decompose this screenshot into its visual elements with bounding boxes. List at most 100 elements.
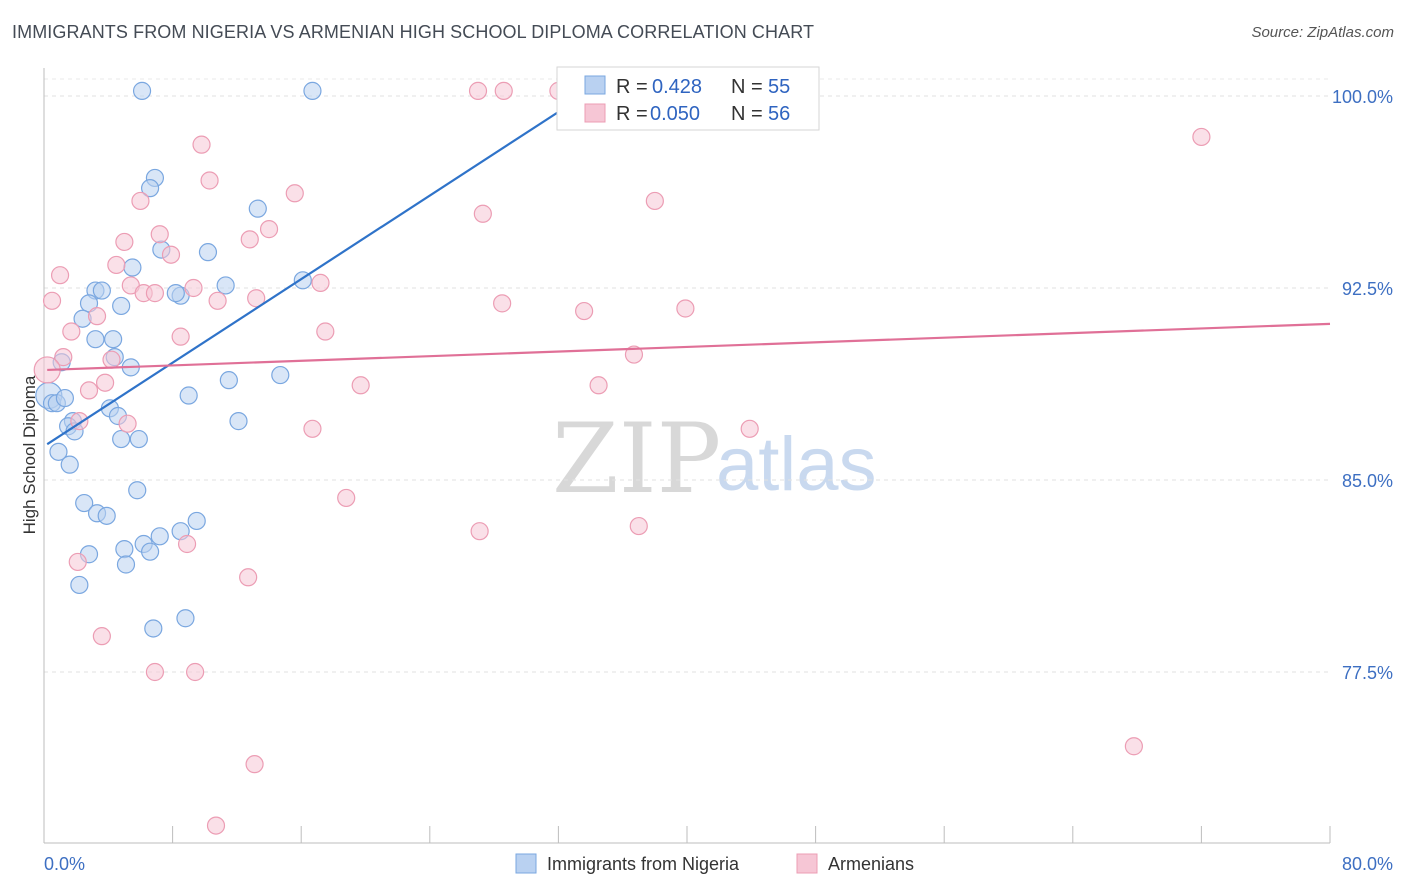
legend-bottom: Immigrants from Nigeria Armenians	[515, 853, 914, 874]
armenians-point-46	[629, 516, 648, 536]
legend-bottom-swatch-armenians	[796, 853, 818, 874]
nigeria-point-43	[97, 506, 116, 525]
nigeria-point-37	[129, 429, 148, 449]
nigeria-point-15	[79, 294, 99, 313]
armenians-point-53	[245, 755, 264, 774]
nigeria-point-4	[140, 179, 160, 198]
armenians-point-52	[186, 662, 205, 682]
legend-n-value-nigeria: 55	[768, 76, 790, 98]
armenians-point-55	[206, 816, 226, 835]
armenians-point-32	[624, 345, 644, 364]
watermark: ZIP atlas	[552, 403, 877, 515]
armenians-point-23	[247, 289, 266, 308]
armenians-point-5	[200, 171, 219, 190]
x-tick-labels: 0.0% 80.0%	[44, 854, 1393, 874]
armenians-point-38	[589, 376, 608, 395]
nigeria-point-12	[216, 276, 235, 295]
y-tick-label-2: 92.5%	[1342, 279, 1393, 299]
nigeria-point-16	[112, 296, 131, 316]
watermark-atlas: atlas	[716, 422, 877, 507]
legend-bottom-label-armenians: Armenians	[828, 854, 914, 874]
nigeria-point-38	[49, 442, 68, 461]
legend-n-label-armenians: N =	[731, 103, 763, 125]
armenians-point-24	[42, 291, 62, 310]
armenians-point-3	[1192, 127, 1211, 147]
nigeria-point-54	[187, 511, 206, 531]
armenians-point-25	[493, 294, 512, 313]
nigeria-point-19	[104, 330, 123, 349]
nigeria-point-11	[92, 281, 111, 300]
armenians-point-0	[468, 81, 488, 100]
legend-top: R = 0.428 N = 55 R = 0.050 N = 56	[556, 66, 820, 131]
axes	[43, 68, 1331, 844]
legend-swatch-armenians	[584, 103, 606, 123]
armenians-point-45	[470, 522, 489, 541]
armenians-point-30	[171, 327, 190, 346]
nigeria-point-25	[179, 386, 198, 405]
nigeria-point-29	[55, 388, 74, 408]
armenians-point-4	[192, 135, 211, 154]
armenians-point-37	[351, 376, 370, 395]
armenians-point-49	[239, 568, 258, 587]
nigeria-point-8	[123, 258, 142, 277]
nigeria-point-45	[150, 527, 169, 546]
armenians-point-54	[1124, 737, 1143, 756]
armenians-point-6	[285, 184, 304, 203]
nigeria-point-14	[166, 284, 185, 303]
nigeria-point-32	[229, 412, 248, 431]
trend-line-nigeria	[46, 79, 608, 446]
armenians-point-22	[208, 291, 227, 310]
armenians-point-39	[79, 381, 99, 400]
armenians-point-43	[740, 419, 759, 438]
armenians-point-47	[177, 534, 197, 554]
legend-bottom-swatch-nigeria	[515, 853, 537, 874]
nigeria-point-7	[198, 243, 218, 262]
legend-swatch-nigeria	[584, 75, 606, 95]
y-tick-label-3: 100.0%	[1332, 87, 1393, 107]
trend-lines	[46, 79, 1331, 446]
armenians-point-21	[311, 273, 330, 292]
legend-r-label-armenians: R =	[616, 103, 648, 125]
armenians-point-9	[473, 204, 492, 223]
armenians-point-10	[259, 220, 279, 239]
nigeria-point-0	[132, 81, 152, 100]
armenians-point-28	[87, 307, 107, 326]
nigeria-point-39	[60, 455, 79, 474]
nigeria-point-50	[116, 555, 136, 574]
x-tick-label-0: 0.0%	[44, 854, 85, 874]
armenians-point-36	[95, 373, 115, 392]
nigeria-point-23	[271, 365, 290, 385]
nigeria-point-51	[70, 575, 89, 595]
armenians-point-44	[337, 488, 356, 508]
legend-r-value-nigeria: 0.428	[652, 76, 702, 98]
y-tick-label-1: 85.0%	[1342, 471, 1393, 491]
nigeria-point-1	[303, 81, 322, 100]
armenians-point-50	[92, 627, 111, 646]
nigeria-point-48	[140, 542, 160, 561]
armenians-point-31	[316, 322, 335, 341]
legend-n-label-nigeria: N =	[731, 76, 763, 98]
armenians-point-26	[676, 299, 695, 318]
nigeria-point-18	[86, 330, 105, 349]
trend-line-armenians	[47, 322, 1331, 372]
nigeria-point-5	[248, 199, 267, 218]
chart-title: IMMIGRANTS FROM NIGERIA VS ARMENIAN HIGH…	[12, 22, 815, 42]
armenians-point-7	[131, 191, 150, 211]
armenians-point-51	[145, 662, 165, 682]
watermark-zip: ZIP	[552, 403, 721, 515]
armenians-point-29	[62, 322, 81, 341]
gridlines	[44, 78, 1330, 673]
armenians-point-14	[161, 245, 181, 264]
armenians-point-13	[115, 232, 134, 252]
armenians-point-8	[645, 191, 664, 211]
armenians-point-40	[118, 414, 137, 433]
y-axis-label: High School Diploma	[20, 375, 39, 534]
legend-r-value-armenians: 0.050	[650, 103, 700, 125]
armenians-point-12	[240, 230, 259, 249]
armenians-point-20	[184, 278, 203, 298]
nigeria-point-40	[128, 481, 147, 500]
y-tick-labels: 77.5% 85.0% 92.5% 100.0%	[1332, 87, 1393, 683]
armenians-point-1	[494, 81, 513, 100]
legend-r-label-nigeria: R =	[616, 76, 648, 98]
armenians-point-48	[68, 552, 87, 572]
